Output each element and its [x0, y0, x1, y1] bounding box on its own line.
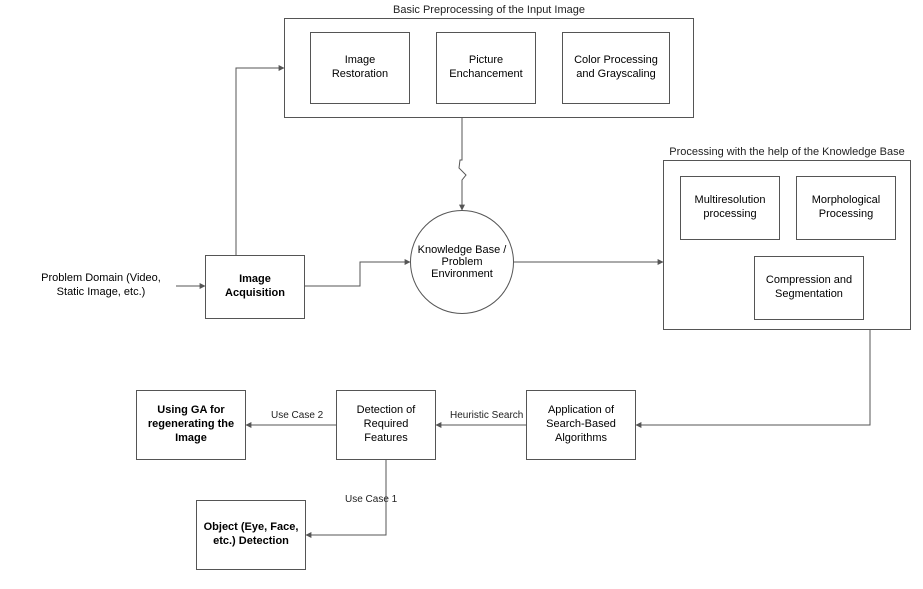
edge-label-heuristic-search: Heuristic Search — [450, 410, 523, 421]
node-object-detection: Object (Eye, Face, etc.) Detection — [196, 500, 306, 570]
node-image-restoration: Image Restoration — [310, 32, 410, 104]
node-multiresolution-processing: Multiresolution processing — [680, 176, 780, 240]
node-detection-required-features: Detection of Required Features — [336, 390, 436, 460]
edge-label-use-case-2: Use Case 2 — [271, 410, 323, 421]
node-problem-domain-label: Problem Domain (Video, Static Image, etc… — [26, 271, 176, 301]
group-title-preprocessing: Basic Preprocessing of the Input Image — [284, 4, 694, 16]
node-search-based-algorithms: Application of Search-Based Algorithms — [526, 390, 636, 460]
node-picture-enhancement: Picture Enchancement — [436, 32, 536, 104]
node-morphological-processing: Morphological Processing — [796, 176, 896, 240]
group-title-kbprocessing: Processing with the help of the Knowledg… — [663, 146, 911, 158]
node-compression-segmentation: Compression and Segmentation — [754, 256, 864, 320]
node-image-acquisition: Image Acquisition — [205, 255, 305, 319]
node-using-ga: Using GA for regenerating the Image — [136, 390, 246, 460]
edge-label-use-case-1: Use Case 1 — [345, 494, 397, 505]
node-knowledge-base: Knowledge Base / Problem Environment — [410, 210, 514, 314]
node-color-processing: Color Processing and Grayscaling — [562, 32, 670, 104]
diagram-canvas: Basic Preprocessing of the Input Image P… — [0, 0, 923, 589]
